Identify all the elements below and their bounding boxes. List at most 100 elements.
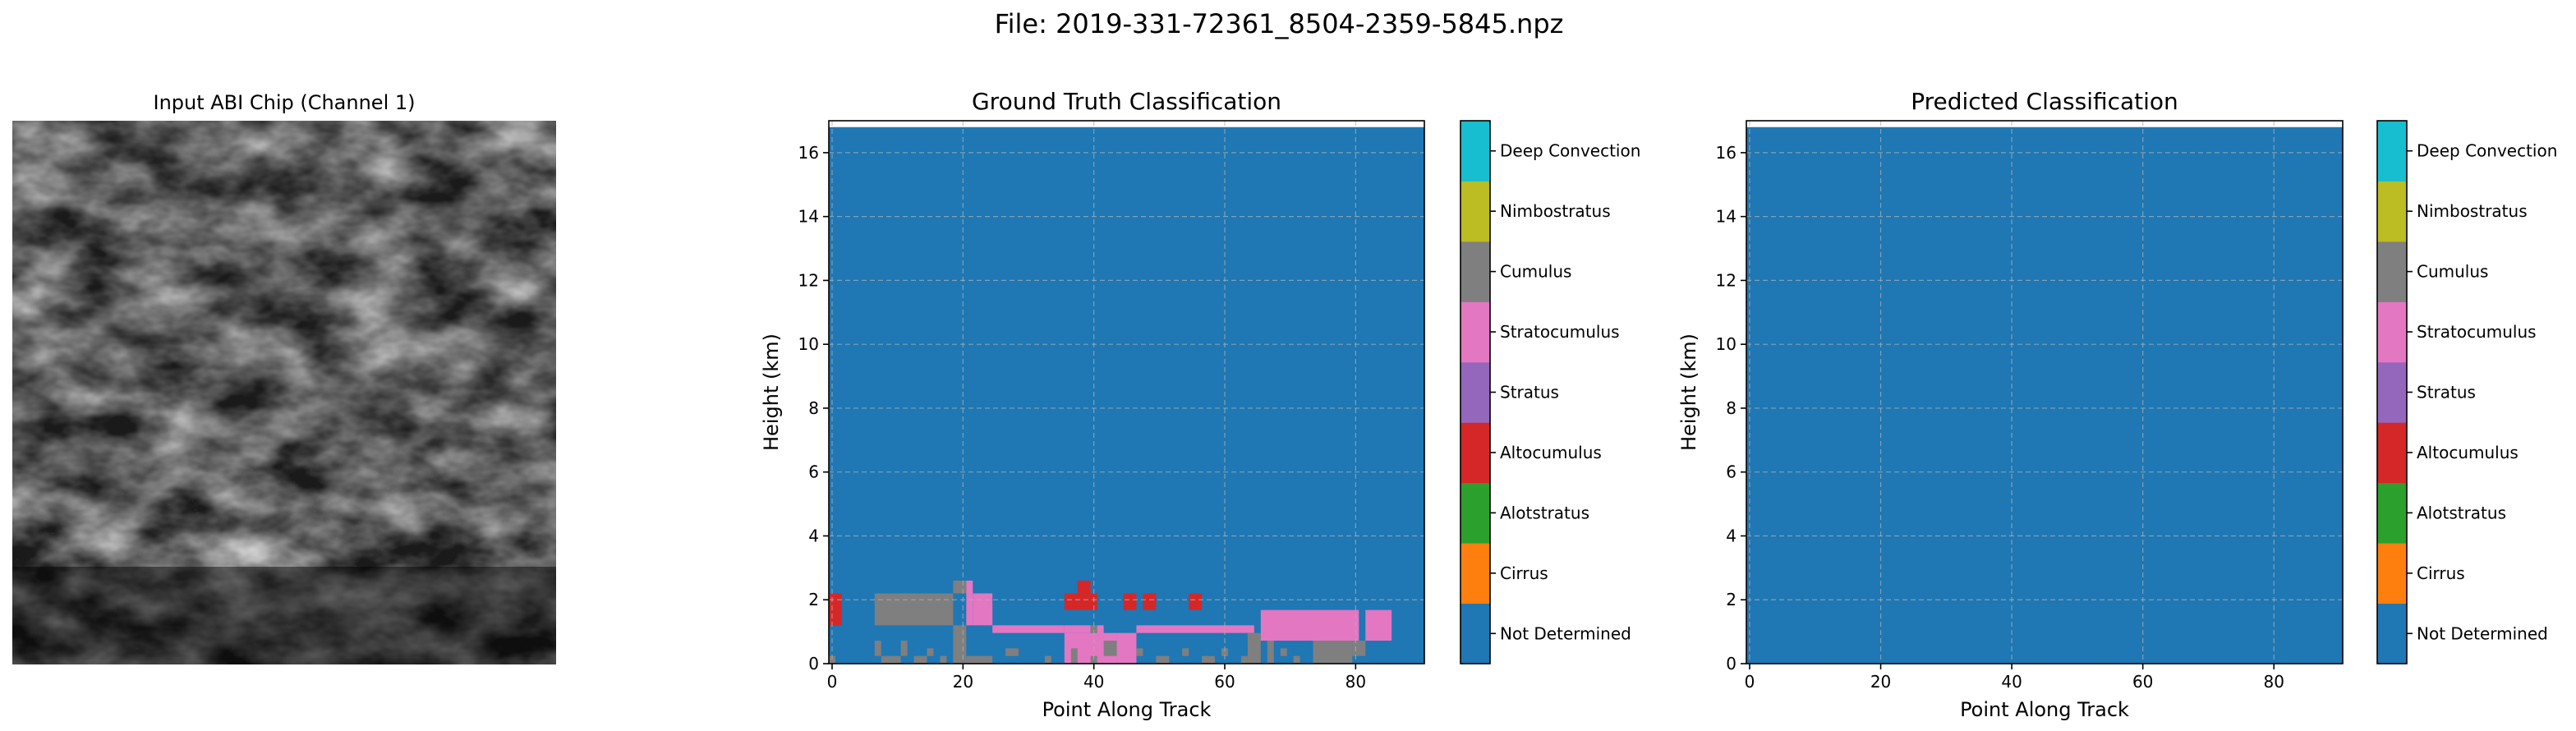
gt-ytick-label: 16: [798, 143, 819, 163]
pred-colorbar-swatch: [2377, 543, 2407, 605]
gt-cell-35: [1221, 648, 1228, 656]
gt-ytick-label: 10: [798, 334, 819, 354]
gt-cell-1: [829, 655, 835, 664]
pred-colorbar-label: Stratus: [2417, 383, 2476, 402]
pred-ytick-label: 0: [1726, 654, 1736, 674]
pred-ytick-label: 12: [1716, 270, 1736, 290]
pred-colorbar-swatch: [2377, 361, 2407, 423]
gt-xtick-label: 0: [827, 672, 838, 692]
pred-ytick-label: 4: [1726, 526, 1736, 545]
gt-cell-43: [1260, 609, 1359, 641]
gt-xtick-label: 80: [1346, 672, 1366, 692]
gt-cell-12: [966, 580, 973, 626]
predicted-panel: 0 20 40 60 80 0 2 4 6 8 10 12 14 16 Predicted Classifi…: [1677, 88, 2557, 721]
gt-colorbar-label: Cirrus: [1500, 563, 1548, 583]
gt-colorbar-swatch: [1460, 543, 1490, 605]
gt-title: Ground Truth Classification: [972, 88, 1281, 115]
gt-cell-11: [966, 655, 993, 664]
gt-cell-30: [1116, 632, 1137, 664]
pred-xtick-label: 0: [1745, 672, 1755, 692]
pred-xtick-label: 40: [2001, 672, 2022, 692]
gt-cell-20: [1090, 655, 1097, 664]
pred-ytick-label: 14: [1716, 207, 1736, 227]
gt-cell-6: [881, 655, 901, 664]
gt-cell-33: [1182, 648, 1189, 656]
pred-xlabel: Point Along Track: [1960, 698, 2129, 721]
pred-colorbar-label: Deep Convection: [2417, 141, 2557, 161]
gt-cell-28: [1097, 625, 1104, 641]
gt-cell-21: [1103, 641, 1117, 656]
gt-cell-10: [940, 655, 947, 664]
pred-colorbar-swatch: [2377, 181, 2407, 242]
gt-cell-13: [973, 593, 993, 626]
gt-axes-frame: [828, 120, 1425, 664]
gt-ytick-label: 14: [798, 207, 819, 227]
gt-cell-8: [913, 655, 927, 664]
gt-colorbar-swatch: [1460, 361, 1490, 423]
pred-ytick-label: 8: [1726, 398, 1736, 418]
gt-cell-23: [1064, 593, 1097, 610]
gt-ytick-label: 6: [808, 462, 819, 482]
pred-colorbar-label: Altocumulus: [2417, 443, 2518, 462]
gt-colorbar-swatch: [1460, 181, 1490, 242]
pred-ytick-label: 10: [1716, 334, 1736, 354]
pred-axes-frame: [1746, 120, 2344, 664]
gt-cell-5: [874, 641, 881, 656]
gt-ytick-label: 0: [808, 654, 819, 674]
gt-cell-4: [953, 625, 967, 664]
gt-colorbar-label: Stratus: [1500, 383, 1559, 402]
gt-cell-36: [1240, 655, 1248, 664]
gt-colorbar-label: Not Determined: [1500, 623, 1631, 643]
gt-cell-44: [1365, 609, 1392, 641]
gt-cell-22: [1090, 625, 1097, 633]
gt-cell-26: [1143, 593, 1157, 610]
gt-colorbar-swatch: [1460, 301, 1490, 363]
pred-ytick-label: 2: [1726, 590, 1736, 609]
abi-chip-panel: Input ABI Chip (Channel 1): [12, 91, 556, 664]
gt-cell-42: [1352, 641, 1366, 656]
gt-cell-39: [1280, 648, 1287, 656]
gt-cell-3: [953, 580, 967, 594]
gt-heatmap-background: [829, 126, 1424, 664]
pred-xtick-label: 60: [2132, 672, 2153, 692]
gt-cell-32: [1156, 655, 1170, 664]
gt-colorbar-label: Nimbostratus: [1500, 201, 1611, 221]
gt-colorbar-swatch: [1460, 121, 1490, 182]
gt-cell-34: [1202, 655, 1216, 664]
gt-cell-37: [1247, 632, 1261, 664]
gt-colorbar-swatch: [1460, 241, 1490, 302]
pred-colorbar-label: Nimbostratus: [2417, 201, 2528, 221]
gt-cell-41: [1313, 641, 1353, 664]
gt-colorbar-swatch: [1460, 482, 1490, 544]
pred-title: Predicted Classification: [1911, 88, 2178, 115]
pred-colorbar-label: Cumulus: [2417, 262, 2488, 282]
gt-cell-7: [900, 641, 908, 656]
gt-xtick-label: 40: [1083, 672, 1104, 692]
gt-colorbar-swatch: [1460, 422, 1490, 484]
gt-ytick-label: 2: [808, 590, 819, 609]
pred-colorbar-swatch: [2377, 241, 2407, 302]
gt-colorbar-label: Cumulus: [1500, 262, 1571, 282]
gt-cell-15: [1064, 625, 1091, 633]
pred-ylabel: Height (km): [1677, 333, 1700, 451]
gt-cell-38: [1267, 641, 1274, 664]
pred-ytick-label: 16: [1716, 143, 1736, 163]
gt-cell-16: [1005, 648, 1019, 656]
chip-title: Input ABI Chip (Channel 1): [153, 91, 415, 114]
gt-cell-19: [1070, 648, 1078, 664]
gt-cell-31: [1136, 648, 1143, 656]
figure-suptitle: File: 2019-331-72361_8504-2359-5845.npz: [995, 8, 1564, 39]
gt-ytick-label: 12: [798, 270, 819, 290]
pred-colorbar-frame: [2376, 120, 2408, 664]
pred-colorbar-label: Stratocumulus: [2417, 322, 2537, 342]
gt-colorbar-label: Altocumulus: [1500, 443, 1602, 462]
pred-colorbar-label: Alotstratus: [2417, 503, 2506, 522]
pred-colorbar-swatch: [2377, 603, 2407, 664]
gt-colorbar-label: Alotstratus: [1500, 503, 1589, 522]
gt-ytick-label: 4: [808, 526, 819, 545]
abi-chip-image: [12, 121, 556, 664]
gt-cell-17: [1044, 655, 1051, 664]
pred-colorbar-swatch: [2377, 482, 2407, 544]
pred-colorbar-swatch: [2377, 121, 2407, 182]
